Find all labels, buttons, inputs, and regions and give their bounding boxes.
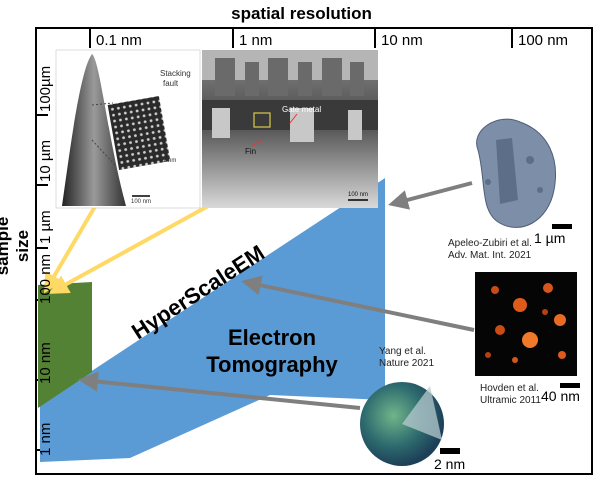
apeleo-caption: Apeleo-Zubiri et al. Adv. Mat. Int. 2021	[448, 238, 532, 262]
yang-nanoparticle-image	[360, 382, 460, 466]
fin-label: Fin	[245, 147, 256, 156]
gate-metal-label: Gate metal	[282, 105, 321, 114]
apeleo-scale-label: 1 µm	[534, 230, 566, 246]
yang-scale-label: 2 nm	[434, 456, 466, 472]
x-tick-label-1: 1 nm	[239, 32, 273, 49]
yellow-arrow-right	[48, 203, 211, 294]
y-tick-label-3: 100 nm	[37, 253, 54, 304]
x-tick-label-3: 100 nm	[518, 32, 569, 49]
plot-frame	[35, 27, 593, 475]
tomography-label: Tomography	[206, 352, 338, 377]
y-tick-label-2: 1 µm	[37, 210, 54, 244]
electron-label: Electron	[228, 325, 316, 350]
y-tick-label-5: 1 nm	[37, 422, 54, 456]
x-ticks	[89, 27, 513, 48]
y-tick-label-0: 100µm	[37, 65, 54, 112]
apeleo-particle-image	[476, 118, 572, 229]
hovden-caption: Hovden et al. Ultramic 2011	[480, 383, 541, 407]
electron-tomography-region	[40, 178, 385, 462]
yang-caption-line2: Nature 2021	[379, 358, 435, 369]
x-axis-title: spatial resolution	[231, 4, 372, 23]
inset-atom-probe-tip: Stacking fault 1 nm 100 nm	[55, 49, 201, 209]
y-tick-label-4: 10 nm	[37, 342, 54, 384]
hovden-caption-line1: Hovden et al.	[480, 383, 539, 394]
x-tick-label-0: 0.1 nm	[96, 32, 142, 49]
y-tick-label-1: 10 µm	[37, 140, 54, 182]
hovden-scale-label: 40 nm	[541, 388, 580, 404]
arrow-apeleo	[388, 181, 473, 210]
inset1-small-scale: 1 nm	[163, 158, 176, 164]
arrow-hovden	[241, 275, 475, 332]
yang-caption: Yang et al. Nature 2021	[379, 346, 434, 370]
stacking-fault-label: Stacking	[160, 69, 191, 78]
hovden-tomogram-image	[475, 272, 580, 388]
inset1-main-scale: 100 nm	[131, 199, 151, 205]
inset-finfet-sem: Gate metal Fin 100 nm	[202, 50, 378, 208]
yellow-arrow-left	[43, 196, 102, 294]
arrow-yang	[78, 371, 361, 410]
inset2-scale: 100 nm	[348, 192, 368, 198]
stacking-fault-label-2: fault	[163, 79, 179, 88]
x-tick-label-2: 10 nm	[381, 32, 423, 49]
yang-caption-line1: Yang et al.	[379, 346, 427, 357]
apeleo-caption-line1: Apeleo-Zubiri et al.	[448, 238, 532, 249]
apeleo-caption-line2: Adv. Mat. Int. 2021	[448, 250, 532, 261]
hovden-caption-line2: Ultramic 2011	[480, 395, 541, 406]
